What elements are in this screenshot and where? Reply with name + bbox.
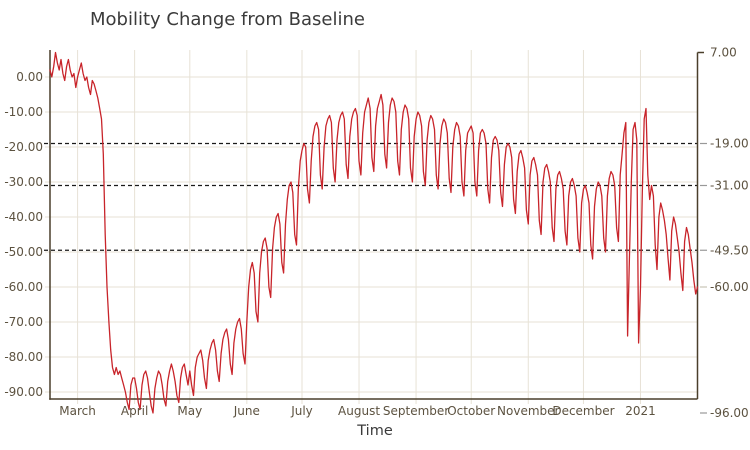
y-right-tick-label: -49.50: [710, 243, 749, 257]
chart-title: Mobility Change from Baseline: [90, 9, 365, 30]
y-left-tick-label: -50.00: [4, 245, 43, 259]
y-left-tick-label: -20.00: [4, 140, 43, 154]
y-right-tick-label: -31.00: [710, 179, 749, 193]
mobility-line: [49, 51, 699, 414]
y-left-tick-label: -40.00: [4, 210, 43, 224]
x-tick-label: December: [552, 404, 614, 418]
y-right-tick-label: -96.00: [710, 406, 749, 420]
x-tick-label: 2021: [625, 404, 656, 418]
y-right-tick-label: -19.00: [710, 137, 749, 151]
x-tick-label: April: [121, 404, 148, 418]
x-tick-label: May: [177, 404, 202, 418]
x-tick-label: October: [447, 404, 495, 418]
y-left-tick-label: -10.00: [4, 105, 43, 119]
x-tick-label: June: [233, 404, 260, 418]
x-tick-label: March: [59, 404, 96, 418]
x-tick-label: November: [497, 404, 559, 418]
y-right-tick-label: 7.00: [710, 46, 737, 60]
y-left-tick-label: -90.00: [4, 385, 43, 399]
x-axis-title: Time: [357, 423, 393, 439]
y-left-tick-label: -70.00: [4, 315, 43, 329]
y-left-tick-label: -30.00: [4, 175, 43, 189]
x-tick-label: September: [383, 404, 449, 418]
x-tick-label: July: [290, 404, 313, 418]
y-right-tick-label: -60.00: [710, 280, 749, 294]
x-tick-label: August: [338, 404, 380, 418]
y-left-tick-label: 0.00: [16, 70, 43, 84]
y-left-tick-label: -80.00: [4, 350, 43, 364]
y-left-tick-label: -60.00: [4, 280, 43, 294]
